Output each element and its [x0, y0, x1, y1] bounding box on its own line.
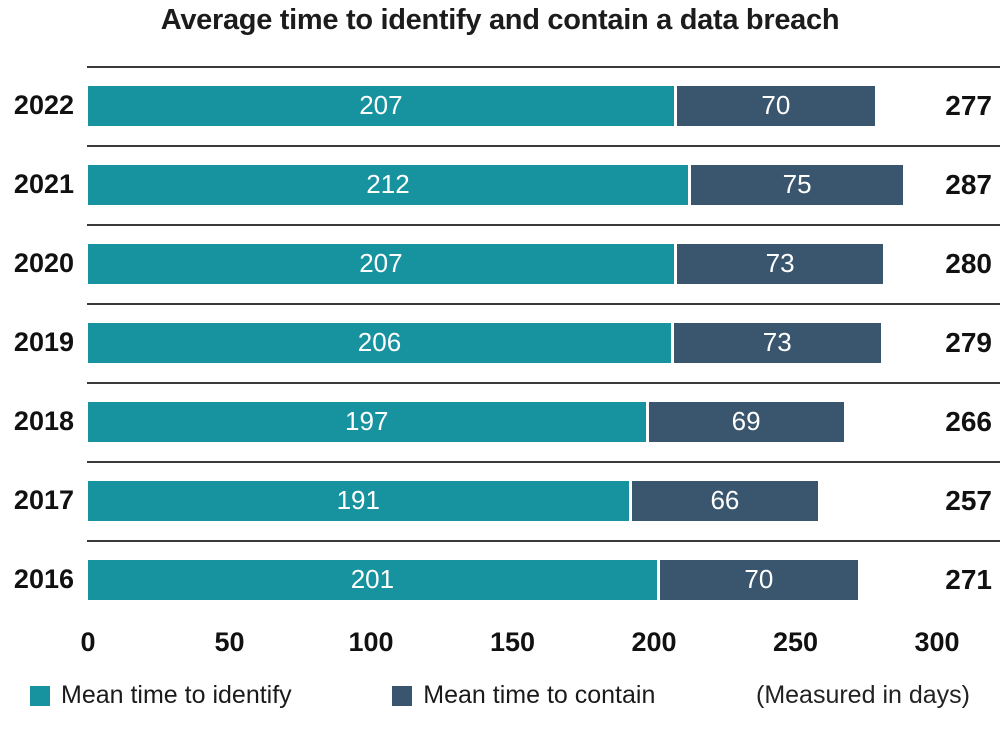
identify-value-label: 207	[359, 90, 403, 120]
contain-value-label: 69	[731, 406, 761, 436]
row-separator-line	[87, 66, 1000, 68]
year-row: 2018 197 69 266	[0, 382, 1000, 461]
identify-value-label: 212	[366, 169, 410, 199]
bar-track: 197 69	[88, 401, 937, 442]
x-axis-tick-label: 300	[914, 627, 960, 657]
year-row: 2016 201 70 271	[0, 540, 1000, 619]
identify-bar-segment: 191	[88, 480, 629, 521]
year-label: 2018	[13, 406, 74, 436]
legend-item-identify: Mean time to identify	[30, 681, 292, 710]
total-label: 287	[945, 168, 992, 200]
row-separator-line	[87, 382, 1000, 384]
identify-bar-segment: 212	[88, 164, 688, 205]
year-row: 2019 206 73 279	[0, 303, 1000, 382]
year-row: 2021 212 75 287	[0, 145, 1000, 224]
identify-bar-segment: 207	[88, 243, 674, 284]
year-row: 2017 191 66 257	[0, 461, 1000, 540]
bar-track: 207 73	[88, 243, 937, 284]
year-label: 2022	[13, 90, 74, 120]
year-label: 2017	[13, 485, 74, 515]
year-row: 2020 207 73 280	[0, 224, 1000, 303]
contain-bar-segment: 70	[676, 85, 875, 126]
x-axis-tick-label: 100	[348, 627, 394, 657]
identify-bar-segment: 201	[88, 559, 657, 600]
bar-track: 206 73	[88, 322, 937, 363]
row-separator-line	[87, 145, 1000, 147]
row-separator-line	[87, 224, 1000, 226]
legend-item-contain: Mean time to contain	[392, 681, 655, 710]
bar-track: 207 70	[88, 85, 937, 126]
contain-bar-segment: 73	[676, 243, 884, 284]
legend-label-identify: Mean time to identify	[61, 681, 292, 709]
contain-value-label: 75	[782, 169, 812, 199]
chart-title: Average time to identify and contain a d…	[160, 4, 840, 36]
contain-value-label: 70	[761, 90, 791, 120]
x-axis-tick-label: 0	[80, 627, 96, 657]
identify-value-label: 197	[345, 406, 389, 436]
bar-track: 212 75	[88, 164, 937, 205]
contain-bar-segment: 75	[690, 164, 904, 205]
x-axis-tick-label: 150	[489, 627, 536, 657]
year-row: 2022 207 70 277	[0, 66, 1000, 145]
contain-bar-segment: 73	[673, 322, 881, 363]
row-separator-line	[87, 461, 1000, 463]
legend: Mean time to identify Mean time to conta…	[0, 681, 1000, 710]
identify-value-label: 206	[357, 327, 402, 357]
bar-track: 191 66	[88, 480, 937, 521]
x-axis: 0 50 100 150 200 250 300	[80, 619, 959, 665]
year-label: 2016	[13, 564, 74, 594]
contain-swatch-icon	[392, 685, 413, 706]
bar-track: 201 70	[88, 559, 937, 600]
contain-bar-segment: 69	[648, 401, 844, 442]
year-label: 2020	[13, 248, 74, 278]
identify-value-label: 201	[350, 564, 395, 594]
x-axis-tick-label: 200	[631, 627, 677, 657]
identify-bar-segment: 197	[88, 401, 646, 442]
total-label: 277	[945, 89, 992, 121]
total-label: 257	[945, 484, 992, 516]
year-label: 2021	[13, 169, 74, 199]
x-axis-tick-label: 50	[214, 627, 245, 657]
contain-value-label: 73	[765, 248, 795, 278]
contain-value-label: 70	[744, 564, 774, 594]
identify-bar-segment: 206	[88, 322, 671, 363]
total-label: 279	[945, 326, 992, 358]
total-label: 266	[945, 405, 992, 437]
row-separator-line	[87, 303, 1000, 305]
identify-value-label: 207	[359, 248, 403, 278]
total-label: 280	[945, 247, 992, 279]
bars-area: 2022 207 70 277 2021 212 75 287 2020	[0, 66, 1000, 619]
total-label: 271	[945, 563, 992, 595]
contain-value-label: 66	[710, 485, 740, 515]
row-separator-line	[87, 540, 1000, 542]
identify-bar-segment: 207	[88, 85, 674, 126]
identify-value-label: 191	[336, 485, 380, 515]
contain-value-label: 73	[762, 327, 792, 357]
legend-note: (Measured in days)	[756, 681, 970, 709]
year-label: 2019	[13, 327, 74, 357]
legend-label-contain: Mean time to contain	[423, 681, 656, 709]
x-axis-tick-label: 250	[772, 627, 819, 657]
identify-swatch-icon	[30, 685, 50, 706]
contain-bar-segment: 70	[659, 559, 858, 600]
contain-bar-segment: 66	[631, 480, 819, 521]
